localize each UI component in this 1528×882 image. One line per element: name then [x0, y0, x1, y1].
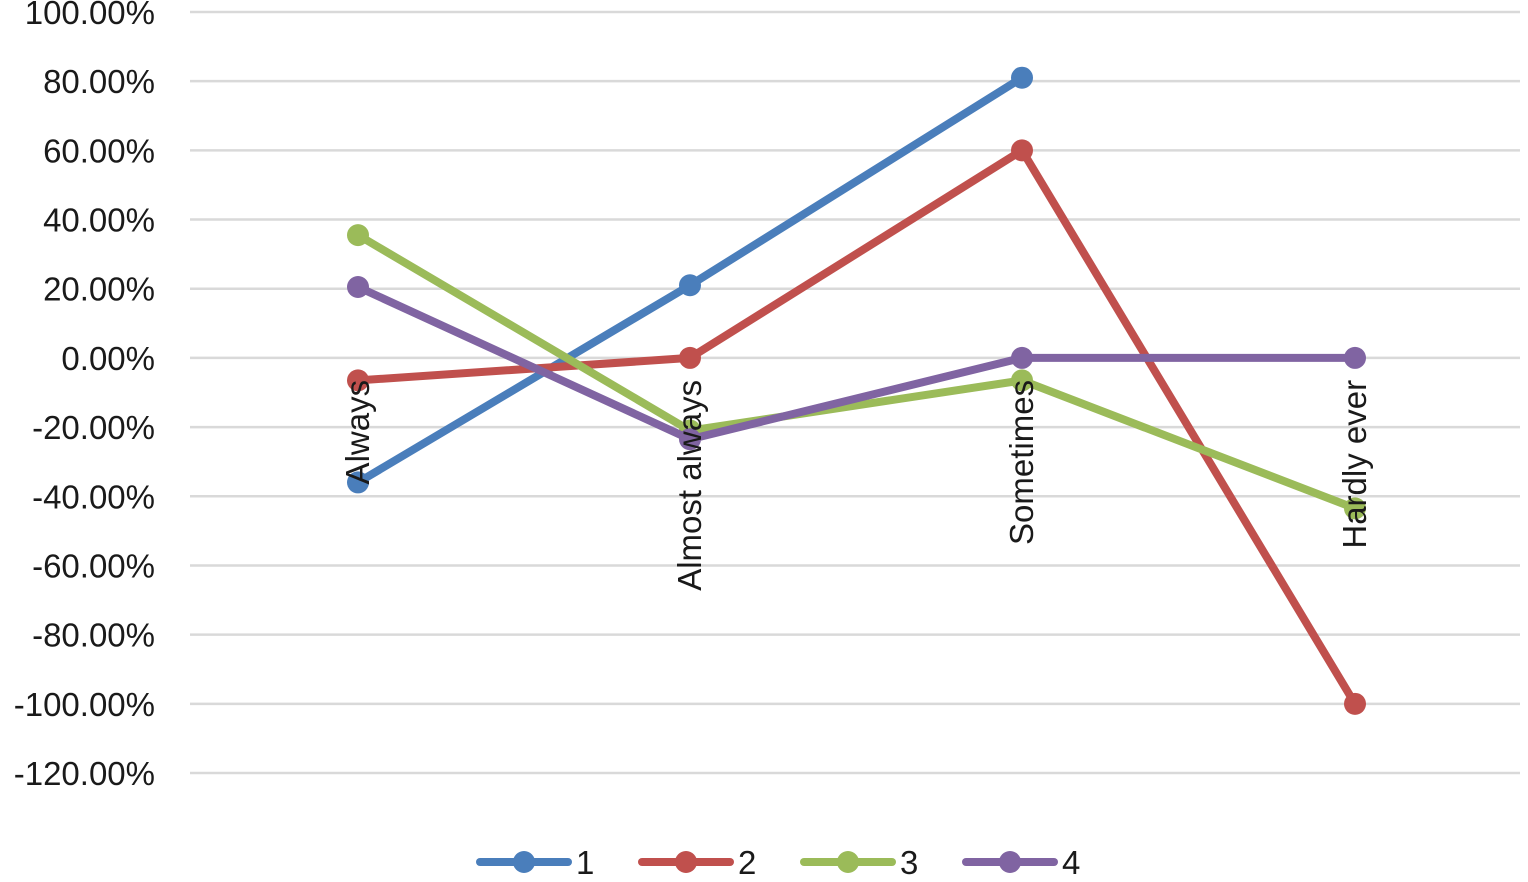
y-tick-label: 20.00% [43, 271, 155, 308]
legend-label: 4 [1062, 844, 1080, 881]
series-2 [347, 139, 1366, 715]
data-point [1011, 369, 1033, 392]
category-label: Hardly ever [1336, 380, 1373, 549]
series-4 [347, 275, 1366, 451]
data-point [347, 275, 369, 298]
legend-swatch-marker [675, 851, 697, 873]
data-point [1011, 346, 1033, 369]
gridlines [190, 10, 1520, 775]
y-tick-label: -100.00% [14, 686, 155, 723]
legend-item-2: 2 [638, 844, 756, 881]
data-point [679, 346, 701, 369]
series-line [354, 231, 1359, 513]
y-tick-label: 80.00% [43, 63, 155, 100]
data-point [679, 428, 701, 451]
series-line [354, 146, 1359, 708]
y-tick-label: -40.00% [32, 478, 155, 515]
data-point [1344, 692, 1366, 715]
legend-item-4: 4 [962, 844, 1080, 881]
data-point [679, 274, 701, 297]
legend-label: 2 [738, 844, 756, 881]
y-tick-label: 100.00% [25, 0, 155, 31]
data-point [1344, 346, 1366, 369]
y-axis-tick-labels: 100.00% 80.00% 60.00% 40.00% 20.00% 0.00% -20.… [14, 0, 155, 792]
series-1 [347, 66, 1033, 494]
legend-item-1: 1 [476, 844, 594, 881]
y-tick-label: 60.00% [43, 132, 155, 169]
legend-label: 1 [576, 844, 594, 881]
category-labels: Always Almost always Sometimes Hardly ever [339, 380, 1373, 591]
legend-swatch-marker [837, 851, 859, 873]
legend-swatch-marker [513, 851, 535, 873]
data-point [347, 224, 369, 247]
category-label: Always [339, 380, 376, 485]
data-point [347, 471, 369, 494]
legend: 1 2 3 4 [476, 844, 1080, 881]
legend-label: 3 [900, 844, 918, 881]
legend-item-3: 3 [800, 844, 918, 881]
data-point [1011, 66, 1033, 89]
y-tick-label: 40.00% [43, 202, 155, 239]
y-tick-label: -60.00% [32, 547, 155, 584]
category-label: Sometimes [1003, 380, 1040, 545]
series-line [354, 282, 1359, 444]
series-lines [347, 66, 1366, 715]
legend-swatch-marker [999, 851, 1021, 873]
y-tick-label: -120.00% [14, 755, 155, 792]
data-point [1344, 497, 1366, 520]
data-point [347, 369, 369, 392]
y-tick-label: 0.00% [61, 340, 155, 377]
y-tick-label: -20.00% [32, 409, 155, 446]
data-point [1011, 139, 1033, 162]
category-label: Almost always [671, 380, 708, 591]
y-tick-label: -80.00% [32, 617, 155, 654]
